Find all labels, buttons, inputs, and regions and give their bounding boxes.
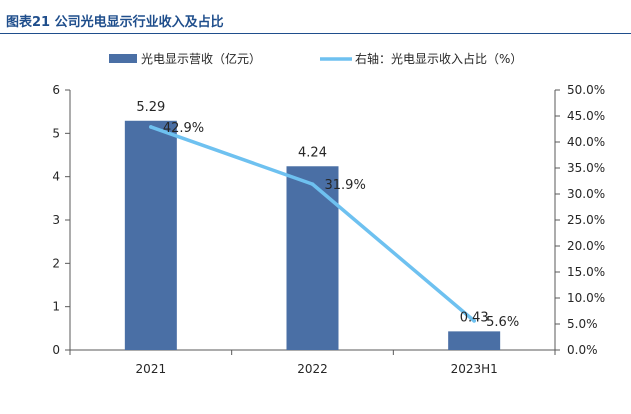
- bar: [448, 331, 501, 350]
- data-labels: 5.29 4.24 0.43 42.9% 31.9% 5.6%: [136, 100, 519, 330]
- right-axis-tick-label: 0.0%: [567, 343, 598, 357]
- x-axis-tick-label: 2022: [297, 362, 328, 376]
- bar-series: [124, 120, 501, 351]
- right-axis-tick-label: 40.0%: [567, 135, 605, 149]
- line-value-label: 42.9%: [163, 121, 204, 136]
- left-axis: 0 1 2 3 4 5 6: [52, 83, 71, 357]
- legend-label-line: 右轴：光电显示收入占比（%）: [355, 51, 522, 66]
- left-axis-tick-label: 5: [52, 126, 60, 140]
- x-axis: 2021 2022 2023H1: [69, 349, 556, 376]
- right-axis-tick-label: 50.0%: [567, 83, 605, 97]
- legend-swatch-bar: [109, 54, 137, 63]
- left-axis-tick-label: 3: [52, 213, 60, 227]
- figure-title: 图表21 公司光电显示行业收入及占比: [6, 15, 224, 30]
- x-axis-tick-label: 2021: [136, 362, 167, 376]
- right-axis-tick-label: 20.0%: [567, 239, 605, 253]
- right-axis-tick-label: 30.0%: [567, 187, 605, 201]
- title-rule: [0, 33, 631, 34]
- left-axis-tick-label: 0: [52, 343, 60, 357]
- bar-value-label: 4.24: [298, 145, 327, 160]
- right-axis-tick-label: 5.0%: [567, 317, 598, 331]
- left-axis-tick-label: 2: [52, 256, 60, 270]
- right-axis-tick-label: 35.0%: [567, 161, 605, 175]
- line-value-label: 31.9%: [325, 178, 366, 193]
- right-axis: 0.0% 5.0% 10.0% 15.0% 20.0% 25.0% 30.0% 35.0% 40…: [554, 83, 605, 357]
- right-axis-tick-label: 10.0%: [567, 291, 605, 305]
- left-axis-tick-label: 6: [52, 83, 60, 97]
- line-value-label: 5.6%: [486, 315, 519, 330]
- legend: 光电显示营收（亿元） 右轴：光电显示收入占比（%）: [109, 51, 522, 66]
- right-axis-tick-label: 15.0%: [567, 265, 605, 279]
- line-point: [149, 125, 153, 129]
- left-axis-tick-label: 4: [52, 170, 60, 184]
- left-axis-tick-label: 1: [52, 300, 60, 314]
- line-series: [149, 125, 476, 323]
- bar: [124, 120, 177, 351]
- right-axis-tick-label: 25.0%: [567, 213, 605, 227]
- bar-value-label: 0.43: [460, 310, 489, 325]
- legend-label-bar: 光电显示营收（亿元）: [141, 51, 261, 66]
- x-axis-tick-label: 2023H1: [451, 362, 498, 376]
- right-axis-tick-label: 45.0%: [567, 109, 605, 123]
- line-point: [310, 182, 315, 186]
- bar-value-label: 5.29: [136, 100, 165, 115]
- line-point: [472, 319, 476, 323]
- bar: [286, 166, 339, 350]
